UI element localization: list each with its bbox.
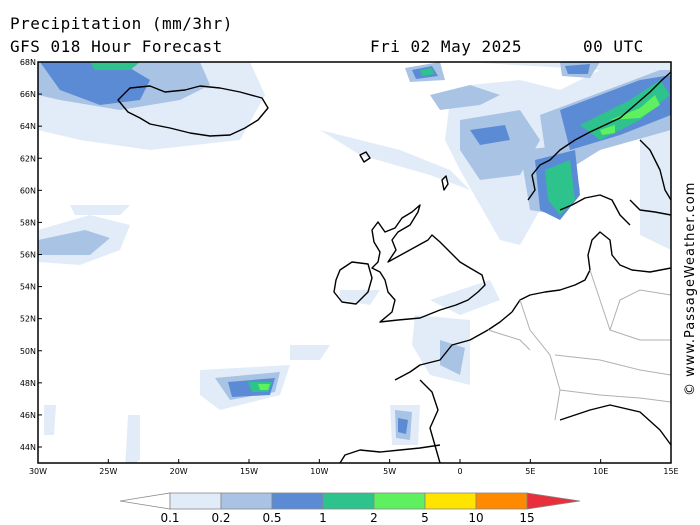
model-forecast-label: GFS 018 Hour Forecast bbox=[10, 37, 223, 56]
map-frame bbox=[37, 61, 672, 464]
forecast-time: 00 UTC bbox=[583, 37, 644, 56]
chart-title: Precipitation (mm/3hr) bbox=[10, 14, 233, 33]
coastlines bbox=[117, 71, 671, 463]
latitude-axis: 68N 66N 64N 62N 60N 58N 56N 54N 52N 50N 48N 46N 44N bbox=[20, 58, 42, 452]
legend-tick-label: 0.1 bbox=[160, 511, 179, 525]
legend-segment bbox=[475, 492, 528, 510]
lon-label: 5E bbox=[525, 467, 535, 476]
longitude-axis: 30W 25W 20W 15W 10W 5W 0 5E 10E 15E bbox=[29, 459, 679, 476]
legend-tick-label: 2 bbox=[370, 511, 378, 525]
legend-segment bbox=[271, 492, 324, 510]
legend-segment bbox=[322, 492, 375, 510]
lat-label: 50N bbox=[20, 347, 36, 356]
precip-layer bbox=[38, 62, 671, 463]
lon-label: 0 bbox=[457, 467, 462, 476]
precip-color-legend: 0.1 0.2 0.5 1 2 5 10 15 bbox=[119, 492, 581, 525]
lat-label: 54N bbox=[20, 283, 36, 292]
lat-label: 68N bbox=[20, 58, 36, 67]
forecast-date: Fri 02 May 2025 bbox=[370, 37, 522, 56]
lat-label: 64N bbox=[20, 122, 36, 131]
legend-tick-label: 0.5 bbox=[262, 511, 281, 525]
lon-label: 30W bbox=[29, 467, 47, 476]
lon-label: 20W bbox=[170, 467, 188, 476]
lat-label: 58N bbox=[20, 218, 36, 227]
lat-label: 46N bbox=[20, 411, 36, 420]
lon-label: 15W bbox=[240, 467, 258, 476]
lon-label: 15E bbox=[663, 467, 678, 476]
country-borders bbox=[487, 269, 671, 421]
lat-label: 48N bbox=[20, 379, 36, 388]
legend-tick-label: 0.2 bbox=[211, 511, 230, 525]
lat-label: 60N bbox=[20, 186, 36, 195]
legend-upper-arrow bbox=[526, 492, 581, 510]
legend-tick-label: 10 bbox=[468, 511, 483, 525]
lon-label: 25W bbox=[99, 467, 117, 476]
lon-label: 10W bbox=[310, 467, 328, 476]
legend-segment bbox=[373, 492, 426, 510]
lat-label: 62N bbox=[20, 154, 36, 163]
lat-label: 44N bbox=[20, 443, 36, 452]
lon-label: 10E bbox=[593, 467, 608, 476]
lon-label: 5W bbox=[383, 467, 396, 476]
legend-tick-label: 15 bbox=[519, 511, 534, 525]
legend-segment bbox=[169, 492, 222, 510]
legend-tick-label: 1 bbox=[319, 511, 327, 525]
legend-segment bbox=[424, 492, 477, 510]
legend-segment bbox=[220, 492, 273, 510]
legend-tick-label: 5 bbox=[421, 511, 429, 525]
legend-lower-arrow bbox=[119, 492, 171, 510]
lat-label: 56N bbox=[20, 251, 36, 260]
lat-label: 66N bbox=[20, 90, 36, 99]
lat-label: 52N bbox=[20, 315, 36, 324]
